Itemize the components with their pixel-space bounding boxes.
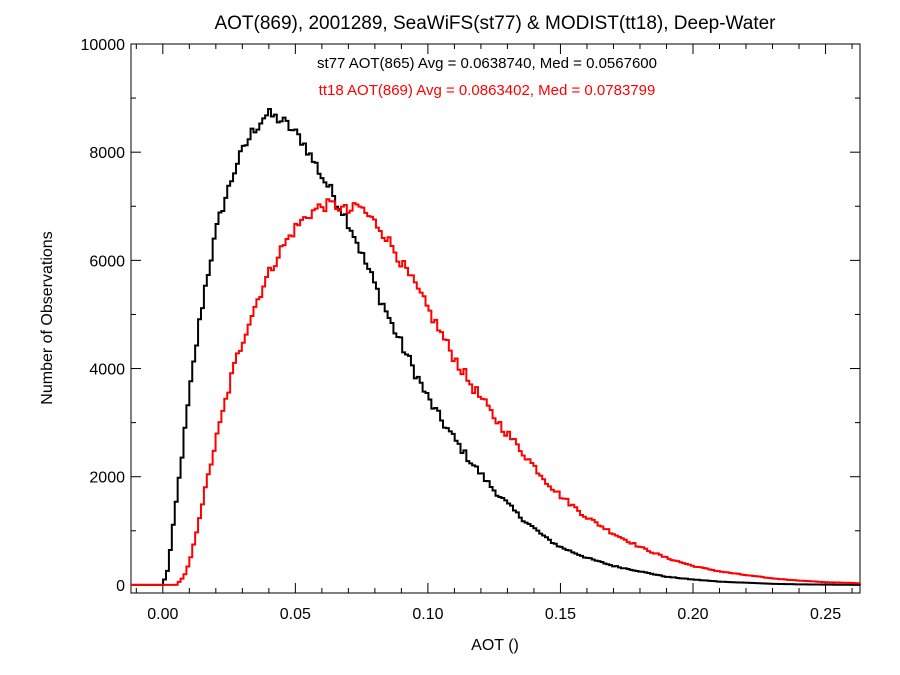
chart-title: AOT(869), 2001289, SeaWiFS(st77) & MODIS… bbox=[214, 13, 776, 34]
x-tick-label: 0.05 bbox=[280, 606, 311, 623]
y-tick-label: 0 bbox=[116, 578, 125, 595]
legend-entry-1: tt18 AOT(869) Avg = 0.0863402, Med = 0.0… bbox=[319, 82, 656, 99]
y-tick-label: 2000 bbox=[89, 470, 125, 487]
x-tick-label: 0.00 bbox=[147, 606, 178, 623]
x-axis-label: AOT () bbox=[471, 637, 519, 654]
y-tick-label: 6000 bbox=[89, 253, 125, 270]
x-tick-label: 0.10 bbox=[412, 606, 443, 623]
plot-frame bbox=[130, 43, 861, 594]
y-tick-label: 8000 bbox=[89, 145, 125, 162]
y-axis-label: Number of Observations bbox=[39, 231, 56, 404]
series-line-0 bbox=[131, 108, 861, 586]
series-line-1 bbox=[131, 198, 861, 586]
x-tick-label: 0.25 bbox=[810, 606, 841, 623]
y-tick-label: 10000 bbox=[81, 37, 126, 54]
x-tick-label: 0.15 bbox=[545, 606, 576, 623]
legend-entry-0: st77 AOT(865) Avg = 0.0638740, Med = 0.0… bbox=[317, 55, 657, 72]
x-tick-label: 0.20 bbox=[677, 606, 708, 623]
y-tick-label: 4000 bbox=[89, 362, 125, 379]
